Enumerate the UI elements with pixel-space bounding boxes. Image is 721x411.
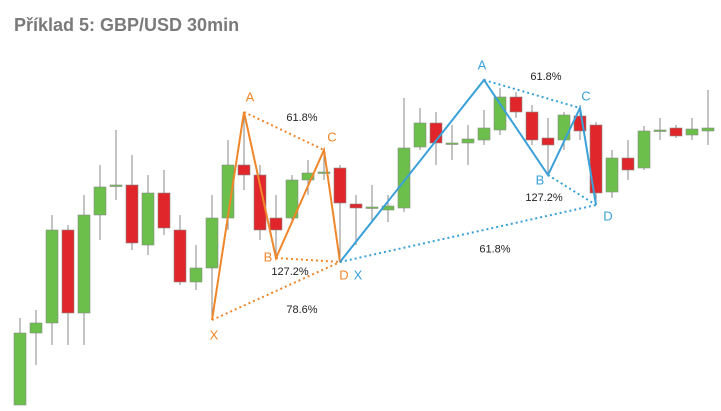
- ratio-label: 61.8%: [286, 112, 317, 124]
- candle-body: [365, 206, 379, 209]
- candle-body: [29, 322, 43, 334]
- point-label: B: [536, 172, 545, 187]
- candle-body: [637, 130, 651, 169]
- candle-body: [77, 214, 91, 314]
- candle-body: [157, 192, 171, 229]
- point-label: D: [339, 267, 348, 282]
- ratio-label: 127.2%: [271, 266, 309, 278]
- candle-body: [541, 137, 555, 146]
- candle-body: [109, 184, 123, 187]
- point-label: X: [354, 267, 363, 282]
- candle-body: [445, 142, 459, 145]
- point-label: B: [264, 249, 273, 264]
- candle-body: [141, 192, 155, 246]
- point-label: C: [327, 129, 336, 144]
- candle-body: [669, 127, 683, 137]
- ratio-line: [275, 257, 341, 263]
- candle-body: [477, 127, 491, 141]
- candle-body: [317, 171, 331, 174]
- candle-body: [93, 186, 107, 216]
- ratio-line: [339, 204, 597, 263]
- candle-body: [205, 217, 219, 269]
- pattern-line: [211, 111, 341, 321]
- candle-body: [237, 164, 251, 176]
- candle-body: [701, 127, 715, 132]
- candle-body: [685, 128, 699, 136]
- candle-body: [253, 174, 267, 231]
- ratio-label: 78.6%: [286, 304, 317, 316]
- point-label: C: [581, 88, 590, 103]
- point-label: X: [210, 327, 219, 342]
- candle-body: [45, 229, 59, 324]
- point-label: A: [478, 57, 487, 72]
- candle-body: [461, 138, 475, 144]
- candle-body: [173, 229, 187, 283]
- point-label: A: [246, 89, 255, 104]
- candle-body: [333, 167, 347, 204]
- chart-title: Příklad 5: GBP/USD 30min: [14, 15, 239, 35]
- candle-body: [493, 96, 507, 131]
- candle-body: [621, 157, 635, 171]
- candle-body: [653, 129, 667, 132]
- candle-body: [397, 147, 411, 209]
- candle-body: [589, 124, 603, 194]
- candle-body: [509, 96, 523, 113]
- candle-body: [61, 229, 75, 314]
- point-label: D: [603, 208, 612, 223]
- candle-body: [301, 172, 315, 181]
- candle-body: [413, 122, 427, 148]
- ratio-label: 61.8%: [530, 71, 561, 83]
- ratio-line: [211, 261, 341, 321]
- candle-body: [605, 157, 619, 193]
- pattern-line: [339, 78, 597, 263]
- candle-body: [557, 114, 571, 141]
- candle-body: [285, 179, 299, 219]
- candle-body: [189, 267, 203, 283]
- candle-body: [349, 203, 363, 209]
- ratio-label: 61.8%: [479, 243, 510, 255]
- ratio-line: [483, 79, 581, 109]
- candle-body: [125, 184, 139, 244]
- candle-body: [13, 332, 27, 406]
- candle-body: [525, 111, 539, 141]
- candle-body: [269, 217, 283, 231]
- ratio-label: 127.2%: [525, 192, 563, 204]
